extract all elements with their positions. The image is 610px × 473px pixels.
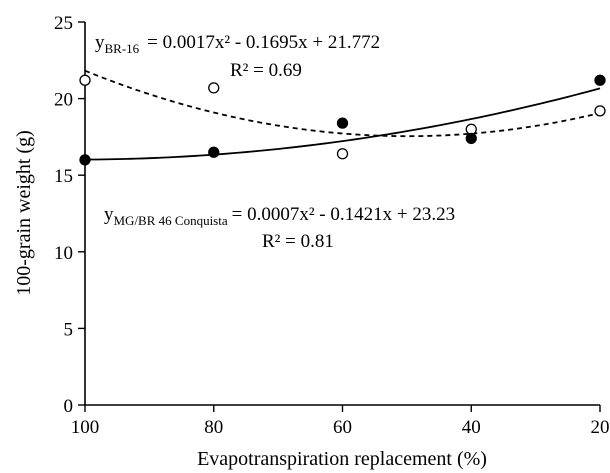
y-tick-label: 15 — [54, 166, 73, 187]
equation-br16-r2: R² = 0.69 — [230, 60, 302, 81]
x-tick-label: 60 — [333, 417, 352, 438]
equation-br16: yBR-16 = 0.0017x² - 0.1695x + 21.772 R² =… — [95, 32, 380, 81]
equation-conquista-line: yMG/BR 46 Conquista = 0.0007x² - 0.1421x … — [104, 204, 455, 228]
equation-br16-line: yBR-16 = 0.0017x² - 0.1695x + 21.772 — [95, 32, 380, 56]
fit-curves — [84, 69, 601, 161]
y-tick-label: 5 — [64, 319, 74, 340]
data-point-series-2 — [336, 117, 349, 129]
equation-br16-subscript: BR-16 — [105, 41, 140, 56]
data-points — [79, 74, 606, 166]
data-point-series-2 — [208, 146, 220, 158]
equation-br16-rhs: = 0.0017x² - 0.1695x + 21.772 — [147, 32, 380, 53]
y-tick-label: 10 — [54, 243, 73, 264]
x-tick-label: 80 — [204, 417, 223, 438]
equation-br16-prefix: y — [95, 32, 105, 53]
x-tick-label: 20 — [591, 417, 610, 438]
equation-conquista-prefix: y — [104, 204, 114, 225]
fit-curve-series-2 — [84, 87, 601, 161]
equation-conquista-subscript: MG/BR 46 Conquista — [114, 213, 228, 228]
data-point-series-1 — [79, 74, 91, 86]
equation-conquista-rhs: = 0.0007x² - 0.1421x + 23.23 — [232, 204, 455, 225]
y-tick-label: 20 — [54, 90, 73, 111]
data-point-series-2 — [465, 132, 477, 145]
ticks: 100 80 60 40 20 0 5 10 15 20 25 — [54, 13, 610, 438]
data-point-series-1 — [336, 148, 349, 160]
data-point-series-1 — [594, 105, 606, 117]
x-tick-label: 40 — [462, 417, 481, 438]
x-axis-title: Evapotranspiration replacement (%) — [197, 448, 487, 470]
x-tick-label: 100 — [71, 417, 100, 438]
y-tick-label: 25 — [54, 13, 73, 34]
fit-curve-series-1 — [84, 69, 601, 138]
y-axis-title: 100-grain weight (g) — [13, 130, 35, 296]
data-point-series-2 — [79, 154, 91, 166]
data-point-series-1 — [465, 123, 477, 135]
y-tick-label: 0 — [64, 396, 74, 417]
data-point-series-2 — [594, 74, 606, 86]
equation-conquista-r2: R² = 0.81 — [262, 231, 334, 252]
data-point-series-1 — [208, 82, 220, 94]
equation-conquista: yMG/BR 46 Conquista = 0.0007x² - 0.1421x … — [104, 204, 455, 252]
